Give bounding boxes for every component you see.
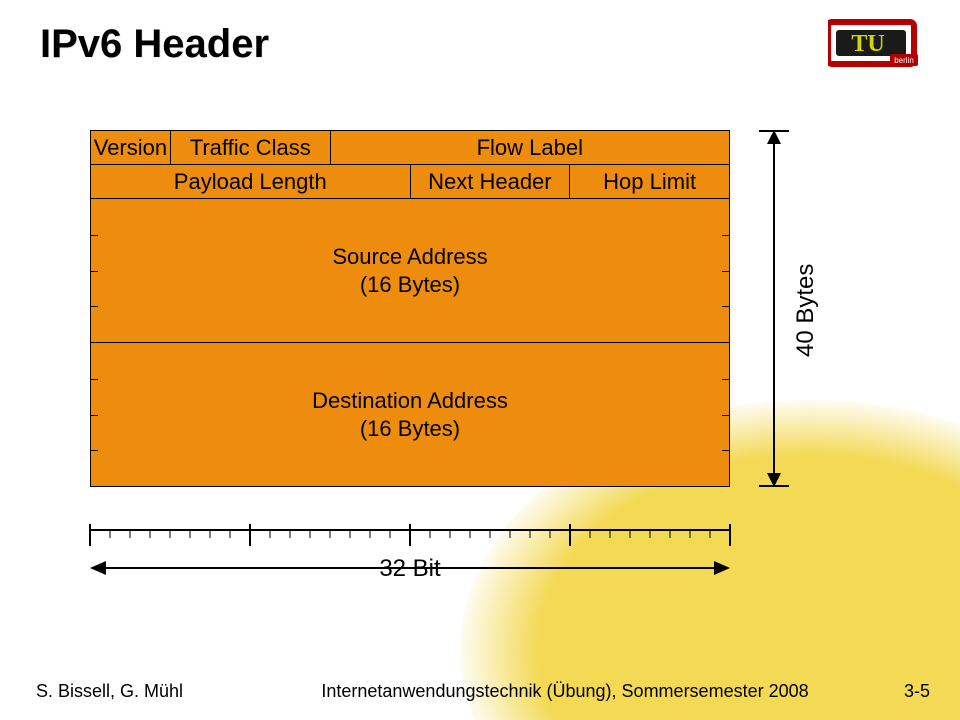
header-address-block: Source Address(16 Bytes) [91,199,730,343]
page-title: IPv6 Header [40,22,269,67]
height-label: 40 Bytes [792,263,820,356]
header-field: Next Header [410,165,570,199]
svg-text:berlin: berlin [894,56,914,65]
header-structure-table: VersionTraffic ClassFlow LabelPayload Le… [90,130,730,487]
svg-text:TU: TU [851,31,884,57]
slide: IPv6 Header TU berlin VersionTraffic Cla… [0,0,960,720]
ipv6-header-table: VersionTraffic ClassFlow LabelPayload Le… [90,130,730,487]
header-field: Hop Limit [570,165,730,199]
header-field: Version [91,131,171,165]
bit-ruler-label: 32 Bit [90,555,730,583]
header-field: Payload Length [91,165,411,199]
header-address-block: Destination Address(16 Bytes) [91,343,730,487]
footer-course: Internetanwendungstechnik (Übung), Somme… [300,681,830,702]
height-arrow [755,130,793,487]
header-field: Traffic Class [170,131,330,165]
footer-authors: S. Bissell, G. Mühl [36,681,183,702]
tu-berlin-logo: TU berlin [828,18,928,70]
footer-page-number: 3-5 [904,681,930,702]
header-field: Flow Label [330,131,729,165]
